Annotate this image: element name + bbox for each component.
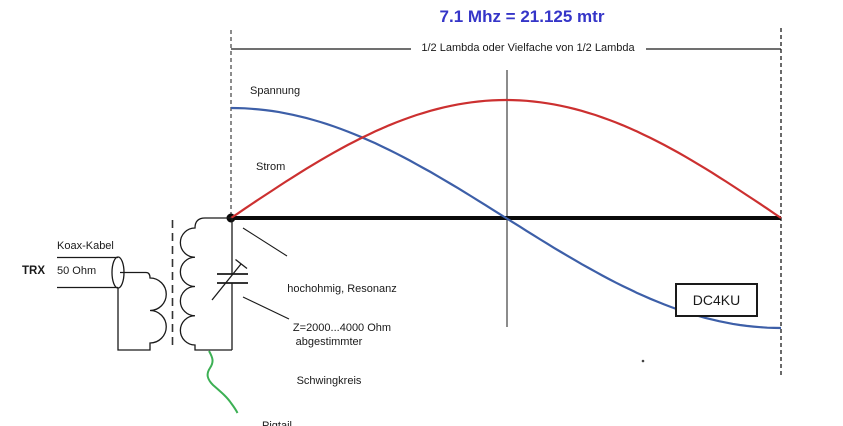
- pigtail-wire: [206, 350, 239, 414]
- trx-label: TRX: [22, 265, 45, 277]
- pigtail-annotation: Pigtail Lambda 0,02: [262, 386, 326, 426]
- variable-capacitor: [211, 218, 248, 350]
- tank-annotation-line1: abgestimmter: [295, 336, 363, 348]
- resonance-leader-line: [242, 227, 288, 257]
- resonance-annotation: hochohmig, Resonanz Z=2000...4000 Ohm: [283, 257, 401, 361]
- capacitor-arrow-tip: [235, 258, 248, 270]
- tank-annotation-line2: Schwingkreis: [296, 375, 362, 387]
- tank-circuit-annotation: abgestimmter Schwingkreis: [291, 310, 367, 414]
- capacitor-arrow: [211, 263, 242, 301]
- resonance-annotation-line1: hochohmig, Resonanz: [287, 283, 397, 295]
- tank-leader-line: [242, 296, 290, 320]
- transformer-secondary-coil: [179, 217, 232, 351]
- impedance-50ohm-label: 50 Ohm: [57, 265, 97, 277]
- pigtail-annotation-line1: Pigtail: [262, 420, 292, 426]
- current-curve: [230, 98, 782, 219]
- half-lambda-dimension-label: 1/2 Lambda oder Vielfache von 1/2 Lambda: [421, 42, 635, 54]
- current-curve-label: Strom: [256, 161, 286, 173]
- voltage-curve-label: Spannung: [250, 85, 301, 97]
- callsign-label: DC4KU: [692, 292, 741, 308]
- resonance-annotation-line2: Z=2000...4000 Ohm: [292, 322, 392, 334]
- coax-lines: [57, 256, 118, 289]
- callsign-box: DC4KU: [675, 283, 758, 317]
- transformer-primary-coil: [117, 271, 167, 351]
- diagram-title: 7.1 Mhz = 21.125 mtr: [439, 7, 605, 26]
- coax-cable-label: Koax-Kabel: [57, 240, 114, 252]
- stray-mark: [641, 359, 645, 363]
